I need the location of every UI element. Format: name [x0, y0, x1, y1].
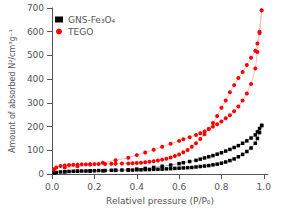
svg-text:200: 200	[27, 122, 44, 132]
svg-text:TEGO: TEGO	[67, 27, 93, 37]
svg-text:0.4: 0.4	[130, 182, 145, 192]
svg-text:Relativel pressure (P/P₀): Relativel pressure (P/P₀)	[106, 196, 214, 206]
svg-text:0.8: 0.8	[214, 182, 229, 192]
svg-text:300: 300	[27, 98, 44, 108]
svg-text:0.6: 0.6	[172, 182, 187, 192]
svg-text:Amount of absorbed N²/cm³g⁻¹: Amount of absorbed N²/cm³g⁻¹	[8, 29, 17, 153]
svg-text:0.0: 0.0	[45, 182, 60, 192]
svg-text:700: 700	[27, 3, 44, 13]
svg-text:GNS-Fe₃O₄: GNS-Fe₃O₄	[68, 15, 116, 25]
svg-text:0.2: 0.2	[87, 182, 101, 192]
svg-text:600: 600	[27, 27, 44, 37]
svg-text:0: 0	[38, 169, 44, 179]
svg-text:400: 400	[27, 74, 44, 84]
svg-text:500: 500	[27, 50, 44, 60]
svg-text:100: 100	[27, 145, 44, 155]
svg-text:1.0: 1.0	[257, 182, 272, 192]
